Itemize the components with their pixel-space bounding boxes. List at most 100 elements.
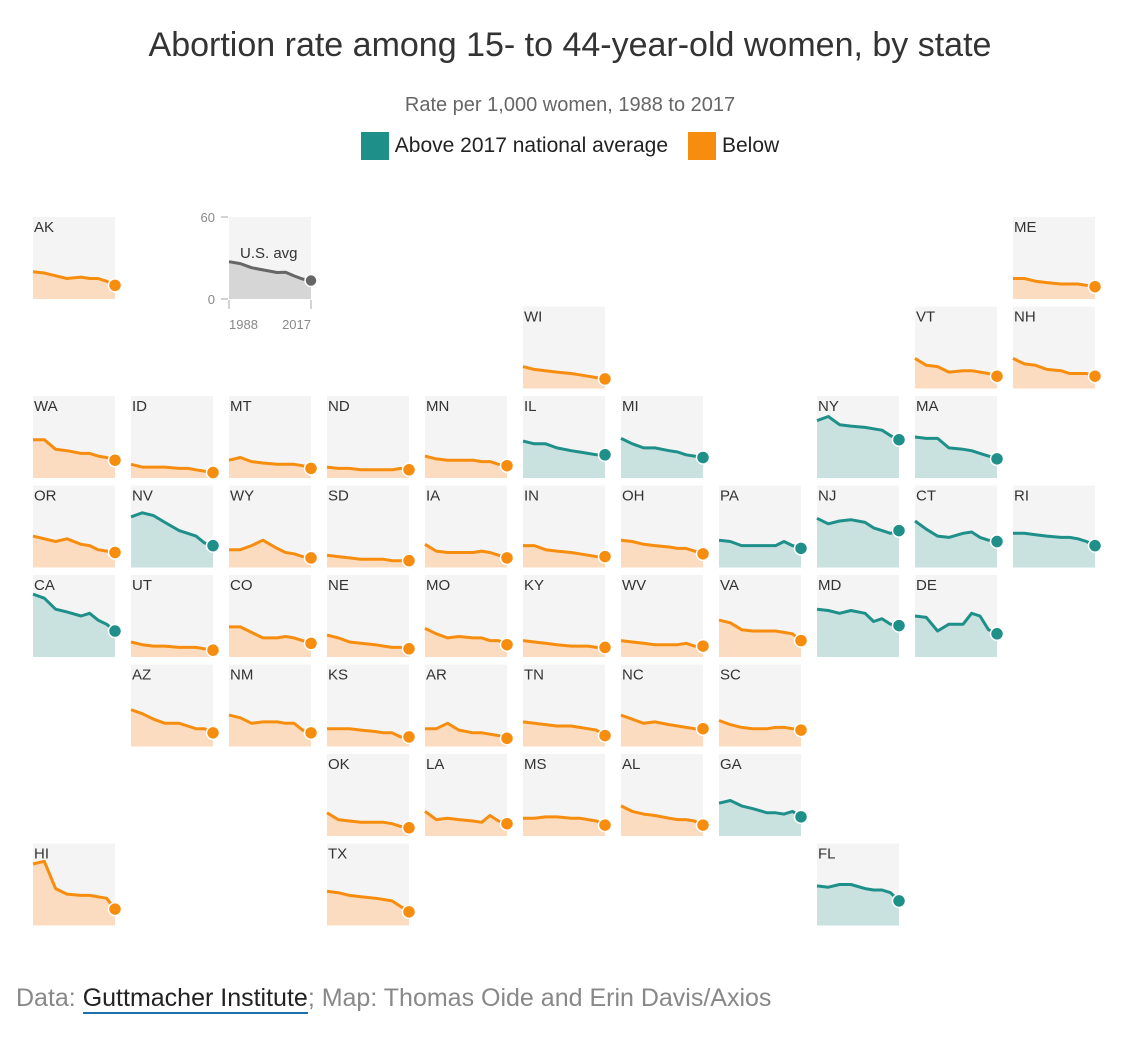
state-label-id: ID [132,398,147,415]
tile-ok: OK [326,754,417,836]
tile-nh: NH [1012,306,1103,389]
state-ut-area [131,642,213,657]
state-co-area [229,626,311,657]
state-vt-line [914,357,998,378]
state-ok-endpoint [401,820,417,836]
tile-us-average: U.S. avg 60 0 1988 2017 [201,210,318,332]
tile-ny: NY [816,396,907,478]
state-ak-endpoint [107,278,123,293]
state-nv-line [130,511,214,548]
state-mo-area [425,628,507,657]
source-link[interactable]: Guttmacher Institute [82,984,308,1014]
state-ut-endpoint [205,642,221,658]
state-label-ut: UT [132,577,152,594]
state-de-area [915,613,997,657]
state-nh-line [1012,357,1096,378]
state-label-ma: MA [916,398,939,415]
state-label-me: ME [1014,219,1037,236]
tile-sd: SD [326,485,417,568]
tile-mi: MI [620,396,711,478]
us-average-line [228,260,312,283]
state-ca-area [33,594,115,657]
state-or-area [33,536,115,568]
state-label-ne: NE [328,577,349,594]
state-mo-line [424,626,508,647]
state-vt-area [915,358,997,389]
state-ca-line [32,592,116,633]
state-wi-line [522,365,606,381]
state-ct-area [915,521,997,568]
state-al-endpoint [695,817,711,833]
state-wa-line [33,438,116,462]
state-nv-endpoint [205,538,221,553]
tile-pa: PA [718,485,809,568]
state-label-ca: CA [34,577,55,594]
state-ky-endpoint [597,640,613,655]
state-or-line [32,534,116,554]
state-label-md: MD [818,577,841,594]
tile-md: MD [816,575,907,657]
state-label-az: AZ [132,667,151,684]
state-sd-line [326,553,409,563]
state-ms-endpoint [597,817,613,833]
state-nc-endpoint [695,721,711,736]
state-in-area [523,545,605,568]
tile-sd-bg [327,485,409,568]
tile-ak: AK [32,217,123,299]
state-nv-area [131,512,213,568]
state-label-wy: WY [230,488,254,505]
tile-sc: SC [718,664,809,747]
state-label-wv: WV [622,577,646,594]
state-de-endpoint [989,626,1005,642]
state-oh-endpoint [695,546,711,562]
state-ca-endpoint [107,623,123,639]
tile-nv: NV [130,485,221,568]
state-label-sd: SD [328,488,349,505]
state-mn-line [424,454,508,468]
state-label-vt: VT [916,309,935,326]
state-nj-endpoint [891,523,907,538]
tile-ms: MS [523,754,613,836]
state-wv-endpoint [695,638,711,654]
state-nj-line [816,516,900,535]
tile-tx: TX [326,843,417,926]
state-label-mn: MN [426,398,449,415]
state-ri-endpoint [1087,538,1103,553]
chart-subtitle: Rate per 1,000 women, 1988 to 2017 [404,94,736,116]
state-oh-area [621,540,703,568]
tile-fl: FL [816,843,907,926]
tile-al: AL [620,754,711,836]
state-al-line [620,804,704,827]
tile-nd-bg [327,396,409,478]
tile-nj: NJ [816,485,907,568]
chart-title: Abortion rate among 15- to 44-year-old w… [148,26,992,64]
legend-label-above: Above 2017 national average [394,134,668,157]
state-ky-area [523,640,605,657]
state-label-mo: MO [426,577,450,594]
legend-item-below: Below [688,132,779,160]
legend: Above 2017 national average Below [0,132,1140,160]
tile-nd: ND [326,396,417,478]
state-sc-line [718,719,802,732]
state-label-or: OR [34,488,57,505]
state-ny-endpoint [891,432,907,447]
tile-il: IL [522,396,613,478]
tile-me: ME [1013,217,1103,299]
tile-oh: OH [620,485,711,568]
state-label-ks: KS [328,667,348,684]
state-label-pa: PA [720,488,739,505]
state-ma-endpoint [989,451,1005,467]
y-tick-label-0: 0 [208,292,215,307]
state-nd-endpoint [401,462,417,478]
state-az-line [130,708,214,735]
state-tn-endpoint [597,728,613,743]
state-label-fl: FL [818,846,836,863]
state-ma-area [915,437,997,478]
state-la-endpoint [499,816,515,831]
state-in-endpoint [597,549,613,564]
state-mi-endpoint [695,450,711,465]
state-pa-endpoint [793,541,809,556]
state-ok-line [326,811,410,830]
state-de-line [914,611,998,636]
